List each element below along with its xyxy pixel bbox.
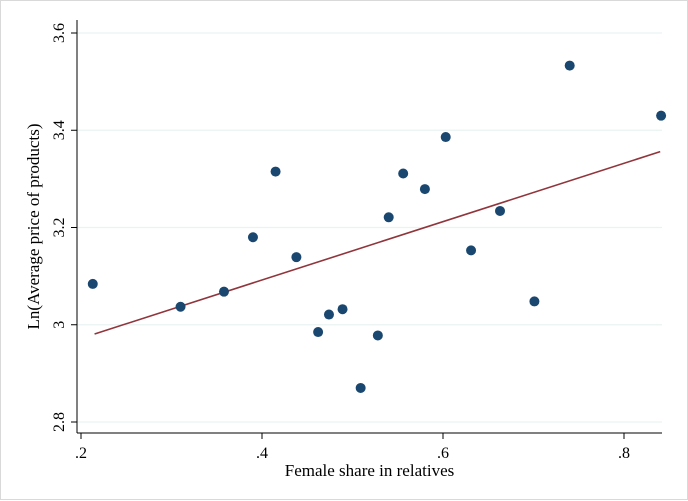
fit-line-group: [94, 150, 661, 335]
scatter-point: [466, 245, 477, 256]
scatter-point: [495, 205, 506, 216]
scatter-point: [247, 232, 258, 243]
scatter-point: [419, 184, 430, 195]
x-tick-label: .2: [75, 445, 87, 462]
y-tick-label: 2.8: [51, 412, 68, 432]
scatter-point: [564, 60, 575, 71]
scatter-point: [656, 110, 667, 121]
x-tick-label: .4: [256, 445, 268, 462]
scatter-point: [291, 252, 302, 263]
scatter-point: [337, 304, 348, 315]
x-axis-title: Female share in relatives: [285, 461, 454, 480]
ticks: .2 .4 .6 .8 2.8 3 3.2 3.4 3.6: [51, 23, 630, 462]
scatter-point: [383, 212, 394, 223]
scatter-point: [440, 132, 451, 143]
gridlines: [77, 32, 662, 423]
scatter-point: [175, 301, 186, 312]
scatter-point: [323, 309, 334, 320]
scatter-point: [398, 168, 409, 179]
scatter-point: [313, 327, 324, 338]
scatter-point: [218, 286, 229, 297]
x-tick-label: .8: [618, 445, 630, 462]
y-tick-label: 3.2: [51, 218, 68, 238]
y-axis-title: Ln(Average price of products): [24, 124, 43, 330]
x-tick-label: .6: [437, 445, 449, 462]
y-tick-label: 3.6: [51, 23, 68, 43]
y-tick-label: 3: [51, 321, 68, 329]
scatter-point: [372, 330, 383, 341]
data-points: [87, 60, 667, 393]
scatter-point: [355, 382, 366, 393]
y-tick-label: 3.4: [51, 120, 68, 140]
scatter-point: [270, 166, 281, 177]
scatter-point: [87, 278, 98, 289]
fit-line: [94, 150, 661, 335]
scatter-point: [529, 296, 540, 307]
axes: [76, 20, 662, 434]
